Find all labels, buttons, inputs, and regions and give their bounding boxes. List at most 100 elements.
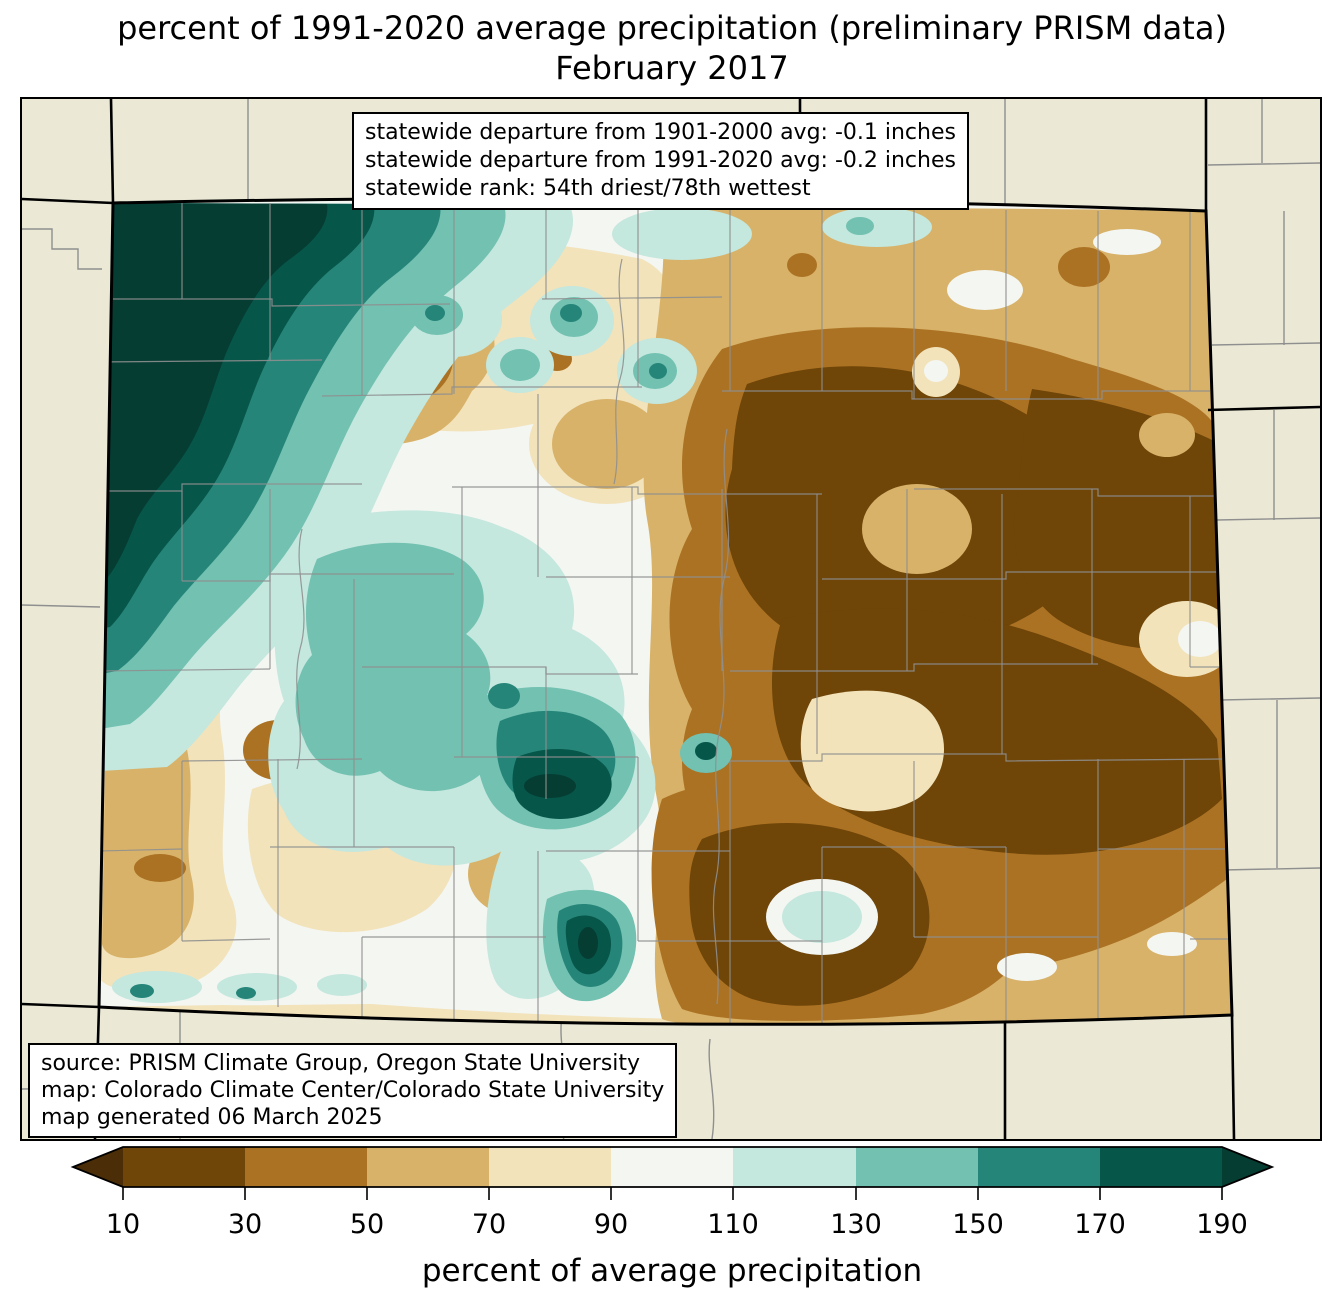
- contour-blob: [800, 690, 944, 812]
- contour-level-above-190: [102, 203, 598, 959]
- tick-label: 130: [830, 1209, 882, 1240]
- tick-label: 50: [350, 1209, 384, 1240]
- county-line: [113, 296, 723, 307]
- colorado-contours: [99, 198, 1232, 1025]
- contour-holes-cream: [800, 347, 1232, 812]
- colorbar-segment: [245, 1147, 367, 1187]
- figure-title: percent of 1991-2020 average precipitati…: [0, 8, 1344, 88]
- contour-blob: [947, 270, 1023, 310]
- contour-blob: [1058, 247, 1110, 287]
- colorbar-ticks: [122, 1187, 1223, 1200]
- contour-blob: [612, 208, 752, 260]
- precipitation-map: [22, 99, 1320, 1139]
- colorbar: 10 30 50 70 90 110 130 150 170 190 perce…: [70, 1146, 1275, 1289]
- contour-blob: [649, 363, 667, 379]
- county-line: [1219, 697, 1320, 701]
- colorbar-segment: [489, 1147, 611, 1187]
- county-line: [537, 206, 547, 1024]
- colorbar-over-arrow: [1222, 1147, 1272, 1187]
- contour-blob: [1093, 229, 1161, 255]
- contour-blob: [578, 927, 598, 959]
- source-attribution-box: source: PRISM Climate Group, Oregon Stat…: [28, 1043, 678, 1138]
- county-line: [353, 205, 363, 1019]
- tick-label: 30: [228, 1209, 262, 1240]
- source-line-3: map generated 06 March 2025: [41, 1105, 383, 1130]
- colorbar-segment: [733, 1147, 856, 1187]
- river-line: [296, 528, 305, 770]
- county-line: [1211, 342, 1320, 346]
- county-line: [99, 359, 323, 363]
- county-line: [453, 205, 463, 1021]
- colorbar-segment: [978, 1147, 1100, 1187]
- contour-blob: [552, 399, 662, 489]
- county-line: [99, 483, 1214, 497]
- contour-blob: [488, 683, 520, 709]
- contour-blob: [862, 484, 972, 574]
- stats-line-2: statewide departure from 1991-2020 avg: …: [365, 148, 956, 173]
- stats-line-3: statewide rank: 54th driest/78th wettest: [365, 176, 811, 201]
- contour-blob: [695, 742, 717, 760]
- county-line: [906, 209, 915, 937]
- state-border-line: [109, 99, 115, 204]
- contour-blob: [822, 207, 932, 247]
- county-line: [631, 207, 639, 941]
- contour-blob: [102, 203, 328, 584]
- tick-label: 170: [1074, 1209, 1126, 1240]
- county-line: [1216, 517, 1320, 521]
- tick-label: 110: [707, 1209, 759, 1240]
- contour-blob: [846, 217, 874, 235]
- map-axes-frame: statewide departure from 1901-2000 avg: …: [20, 97, 1322, 1141]
- county-line: [22, 228, 102, 270]
- colorbar-segment: [611, 1147, 733, 1187]
- contour-blob: [524, 774, 576, 798]
- state-border-line: [22, 1002, 100, 1009]
- contour-blob: [1178, 621, 1222, 657]
- contour-holes-tan: [862, 413, 1195, 574]
- county-line: [269, 203, 279, 1007]
- tick-label: 190: [1196, 1209, 1248, 1240]
- statewide-stats-box: statewide departure from 1901-2000 avg: …: [352, 112, 969, 210]
- contour-blob: [130, 984, 154, 998]
- contour-blob: [924, 360, 948, 382]
- colorbar-segment: [1100, 1147, 1222, 1187]
- county-line: [1221, 867, 1320, 871]
- colorado-county-lines: [99, 203, 1230, 1025]
- contour-blob: [217, 973, 297, 1001]
- county-line: [1207, 162, 1320, 166]
- colorbar-axis-label: percent of average precipitation: [422, 1253, 922, 1289]
- river-line: [712, 428, 730, 1005]
- colorbar-under-arrow: [73, 1147, 123, 1187]
- colorbar-segment: [367, 1147, 489, 1187]
- source-line-1: source: PRISM Climate Group, Oregon Stat…: [41, 1051, 641, 1076]
- tick-label: 90: [594, 1209, 628, 1240]
- river-line: [613, 258, 625, 485]
- state-border-line: [22, 197, 114, 205]
- tick-label: 70: [472, 1209, 506, 1240]
- county-line: [721, 207, 731, 1024]
- river-line: [708, 1038, 715, 1139]
- source-line-2: map: Colorado Climate Center/Colorado St…: [41, 1078, 665, 1103]
- contour-blob: [500, 349, 540, 381]
- state-border-line: [1207, 405, 1320, 412]
- colorbar-segment: [123, 1147, 245, 1187]
- contour-blob: [134, 854, 186, 882]
- county-line: [816, 209, 823, 1025]
- title-line-2: February 2017: [555, 49, 789, 87]
- contour-blob: [997, 953, 1057, 981]
- county-line: [1183, 211, 1191, 1017]
- county-line: [321, 386, 1210, 400]
- county-line: [1091, 211, 1099, 1019]
- county-line: [22, 604, 101, 608]
- county-line: [1001, 210, 1007, 1023]
- contour-blob: [1139, 413, 1195, 457]
- colorbar-tick-labels: 10 30 50 70 90 110 130 150 170 190: [106, 1209, 1248, 1240]
- state-border-line: [1230, 1014, 1236, 1139]
- contour-blob: [236, 987, 256, 999]
- contour-blob: [425, 305, 445, 321]
- tick-label: 150: [952, 1209, 1004, 1240]
- contour-blob: [112, 971, 202, 1003]
- contour-blob: [1147, 932, 1197, 956]
- title-line-1: percent of 1991-2020 average precipitati…: [117, 9, 1227, 47]
- stats-line-1: statewide departure from 1901-2000 avg: …: [365, 120, 956, 145]
